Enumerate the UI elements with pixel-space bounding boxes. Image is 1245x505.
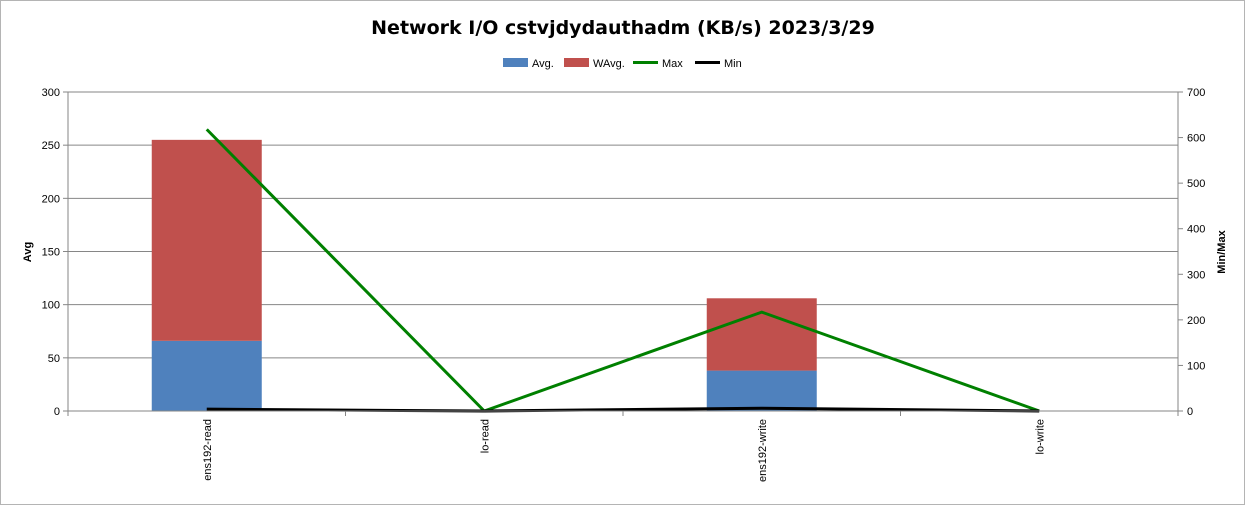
x-tick-label: lo-write	[1034, 419, 1046, 454]
y-axis-title-left: Avg	[22, 242, 34, 262]
chart-legend: Avg. WAvg. Max Min	[503, 58, 742, 70]
legend-item-avg: Avg.	[503, 58, 554, 70]
y-axis-title-right: Min/Max	[1216, 229, 1228, 273]
legend-label: Max	[662, 58, 683, 70]
y-tick-label-right: 400	[1187, 224, 1205, 236]
chart-title: Network I/O cstvjdydauthadm (KB/s) 2023/…	[371, 17, 875, 39]
bar-avg	[151, 340, 262, 411]
axes	[63, 91, 1183, 416]
y-tick-label-left: 100	[42, 300, 60, 312]
y-tick-label-left: 300	[42, 87, 60, 99]
x-tick-label: lo-read	[479, 419, 491, 453]
legend-item-min: Min	[695, 58, 742, 70]
y-tick-label-left: 0	[54, 406, 60, 418]
legend-item-wavg: WAvg.	[564, 58, 625, 70]
y-tick-label-left: 250	[42, 140, 60, 152]
y-tick-label-right: 100	[1187, 360, 1205, 372]
legend-label: Avg.	[532, 58, 554, 70]
bar-wavg	[706, 298, 817, 371]
legend-swatch	[503, 58, 528, 67]
y-tick-label-right: 0	[1187, 406, 1193, 418]
x-tick-label: ens192-write	[757, 419, 769, 482]
y-tick-label-right: 600	[1187, 133, 1205, 145]
y-tick-label-left: 200	[42, 193, 60, 205]
line-min	[206, 406, 1040, 413]
y-tick-label-left: 50	[48, 353, 60, 365]
legend-label: Min	[724, 58, 742, 70]
bars	[151, 139, 817, 411]
bar-wavg	[151, 139, 262, 341]
legend-swatch	[564, 58, 589, 67]
y-tick-label-right: 300	[1187, 269, 1205, 281]
tick-labels: 0 50 100 150 200 250 300 0 100 200 300 400 500 600 700…	[42, 87, 1206, 482]
x-tick-label: ens192-read	[202, 419, 214, 481]
y-tick-label-left: 150	[42, 247, 60, 259]
y-tick-label-right: 200	[1187, 315, 1205, 327]
y-tick-label-right: 500	[1187, 178, 1205, 190]
legend-label: WAvg.	[593, 58, 625, 70]
bar-avg	[706, 370, 817, 411]
legend-item-max: Max	[633, 58, 683, 70]
y-tick-label-right: 700	[1187, 87, 1205, 99]
line-max	[205, 128, 1040, 413]
series-lines	[205, 128, 1040, 413]
